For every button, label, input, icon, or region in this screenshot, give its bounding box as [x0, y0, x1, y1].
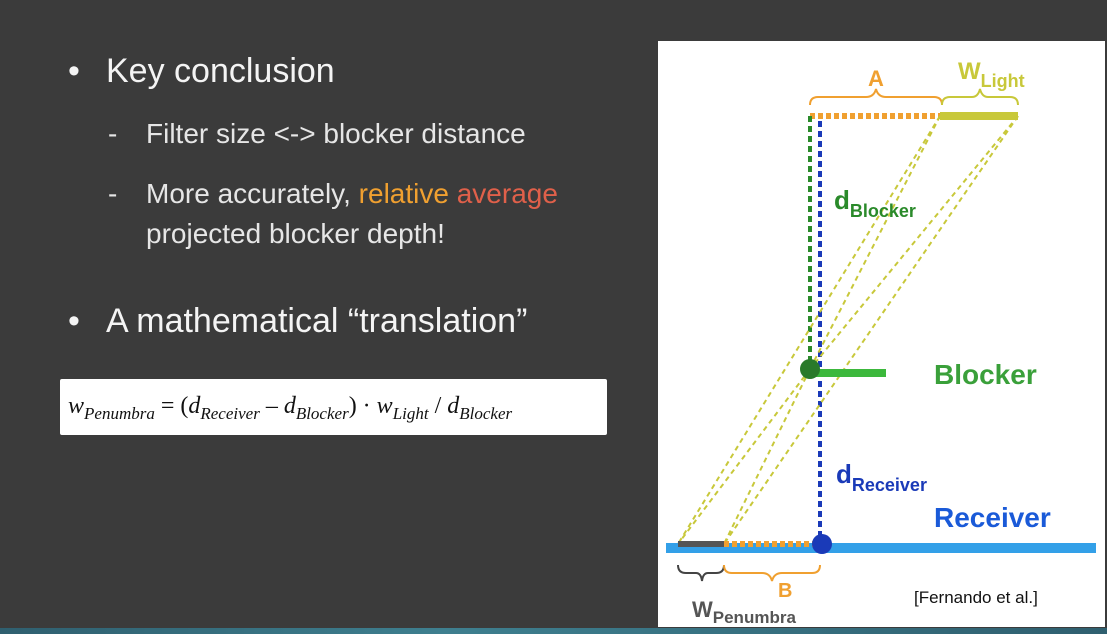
- dash: -: [108, 118, 118, 149]
- citation: [Fernando et al.]: [914, 588, 1038, 607]
- bullet-text: Key conclusion: [106, 52, 335, 90]
- pcss-diagram: A WLight dBlocker Blocker dReceiver Rece…: [658, 41, 1105, 627]
- dash: -: [108, 178, 118, 209]
- label-b: B: [778, 580, 792, 602]
- label-d-blocker: dBlocker: [834, 185, 916, 221]
- bullet-key-conclusion: • Key conclusion: [68, 52, 335, 91]
- sub-bullet-continuation: projected blocker depth!: [146, 214, 445, 254]
- bullet-dot: •: [68, 302, 80, 340]
- receiver-point: [812, 534, 832, 554]
- brace-b: [723, 564, 821, 582]
- bullet-translation: • A mathematical “translation”: [68, 302, 527, 341]
- diagram-svg: A WLight dBlocker Blocker dReceiver Rece…: [666, 58, 1096, 627]
- label-a: A: [868, 66, 884, 91]
- brace-a: [809, 88, 943, 106]
- brace-w-light: [941, 88, 1019, 106]
- sub-bullet-prefix: More accurately,: [146, 178, 359, 209]
- formula-svg: wPenumbra = (dReceiver – dBlocker) · wLi…: [68, 393, 513, 423]
- formula-text: wPenumbra = (dReceiver – dBlocker) · wLi…: [68, 393, 513, 423]
- projection-line-4: [809, 115, 1019, 370]
- sub-bullet-more-accurately: - More accurately, relative average: [108, 174, 558, 214]
- sub-bullet-text: Filter size <-> blocker distance: [146, 118, 526, 149]
- bullet-text: A mathematical “translation”: [106, 302, 528, 340]
- formula-box: wPenumbra = (dReceiver – dBlocker) · wLi…: [60, 379, 607, 435]
- bullet-dot: •: [68, 52, 80, 90]
- projection-line-3: [809, 115, 941, 370]
- blocker-point: [800, 359, 820, 379]
- label-d-receiver: dReceiver: [836, 459, 927, 495]
- highlight-average: average: [456, 178, 558, 209]
- projection-line-1: [677, 115, 941, 545]
- projection-line-6: [723, 368, 811, 545]
- projection-line-5: [677, 368, 811, 545]
- brace-w-penumbra: [677, 564, 725, 582]
- bottom-strip: [0, 628, 1107, 634]
- label-receiver: Receiver: [934, 502, 1051, 533]
- label-w-light: WLight: [958, 58, 1025, 91]
- projection-line-2: [723, 115, 1019, 545]
- label-blocker: Blocker: [934, 359, 1037, 390]
- sub-bullet-filter-size: - Filter size <-> blocker distance: [108, 114, 526, 154]
- sub-bullet-line2: projected blocker depth!: [146, 218, 445, 249]
- label-w-penumbra: WPenumbra: [692, 597, 796, 627]
- highlight-relative: relative: [358, 178, 449, 209]
